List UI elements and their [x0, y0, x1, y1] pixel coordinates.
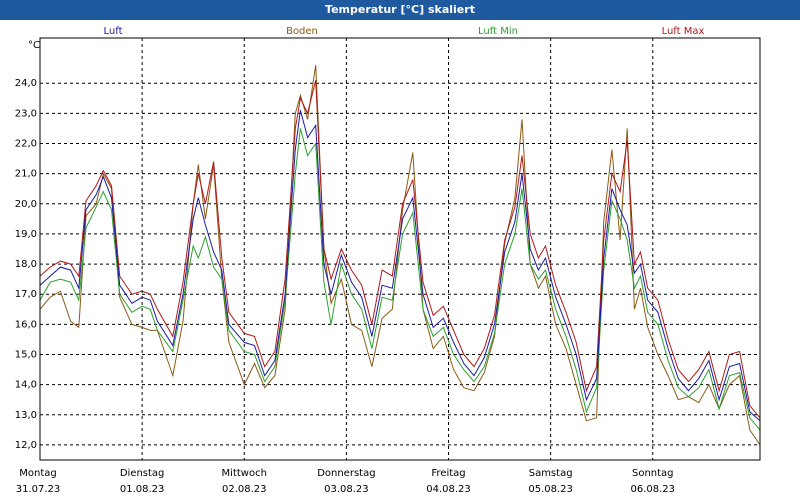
- y-tick-label: 15,0: [15, 350, 37, 361]
- plot-frame: [39, 37, 761, 461]
- x-tick-date: 04.08.23: [426, 484, 471, 495]
- x-tick-date: 01.08.23: [120, 484, 165, 495]
- series-line: [39, 128, 761, 431]
- x-tick-date: 31.07.23: [16, 484, 61, 495]
- legend-entry: Luft Max: [662, 26, 705, 37]
- x-axis-ticks: Montag 31.07.23 Dienstag 01.08.23 Mittwoch 02…: [16, 468, 675, 495]
- y-tick-label: 12,0: [15, 440, 37, 451]
- y-tick-label: 14,0: [15, 380, 37, 391]
- x-tick-date: 06.08.23: [631, 484, 676, 495]
- series-line: [39, 110, 761, 422]
- x-tick-day: Dienstag: [120, 468, 165, 479]
- x-tick-day: Mittwoch: [222, 468, 267, 479]
- y-tick-label: 20,0: [15, 199, 37, 210]
- x-tick-date: 05.08.23: [528, 484, 573, 495]
- y-tick-label: 18,0: [15, 259, 37, 270]
- y-tick-label: 13,0: [15, 410, 37, 421]
- y-tick-label: 22,0: [15, 139, 37, 150]
- chart-title-bar: Temperatur [°C] skaliert: [0, 0, 800, 20]
- y-axis-unit: °C: [28, 40, 40, 51]
- chart-background: [0, 20, 800, 500]
- x-tick-date: 02.08.23: [222, 484, 267, 495]
- y-tick-label: 23,0: [15, 108, 37, 119]
- y-tick-label: 19,0: [15, 229, 37, 240]
- x-tick-day: Freitag: [431, 468, 465, 479]
- chart-title: Temperatur [°C] skaliert: [325, 3, 475, 16]
- x-tick-day: Donnerstag: [317, 468, 375, 479]
- y-tick-label: 24,0: [15, 78, 37, 89]
- series-line: [39, 65, 761, 446]
- y-tick-label: 16,0: [15, 319, 37, 330]
- legend: Luft Boden Luft Min Luft Max: [104, 26, 705, 37]
- series-line: [39, 80, 761, 419]
- legend-entry: Luft: [104, 26, 123, 37]
- y-tick-label: 17,0: [15, 289, 37, 300]
- x-tick-day: Sonntag: [632, 468, 674, 479]
- legend-entry: Luft Min: [478, 26, 518, 37]
- y-axis-ticks: 12,0 13,0 14,0 15,0 16,0 17,0 18,0 19,0 20,0 21,0…: [15, 78, 37, 451]
- y-tick-label: 21,0: [15, 169, 37, 180]
- x-tick-day: Samstag: [529, 468, 573, 479]
- x-tick-date: 03.08.23: [324, 484, 369, 495]
- legend-entry: Boden: [286, 26, 318, 37]
- grid: [40, 38, 760, 460]
- x-tick-day: Montag: [19, 468, 56, 479]
- series-lines: [39, 65, 761, 446]
